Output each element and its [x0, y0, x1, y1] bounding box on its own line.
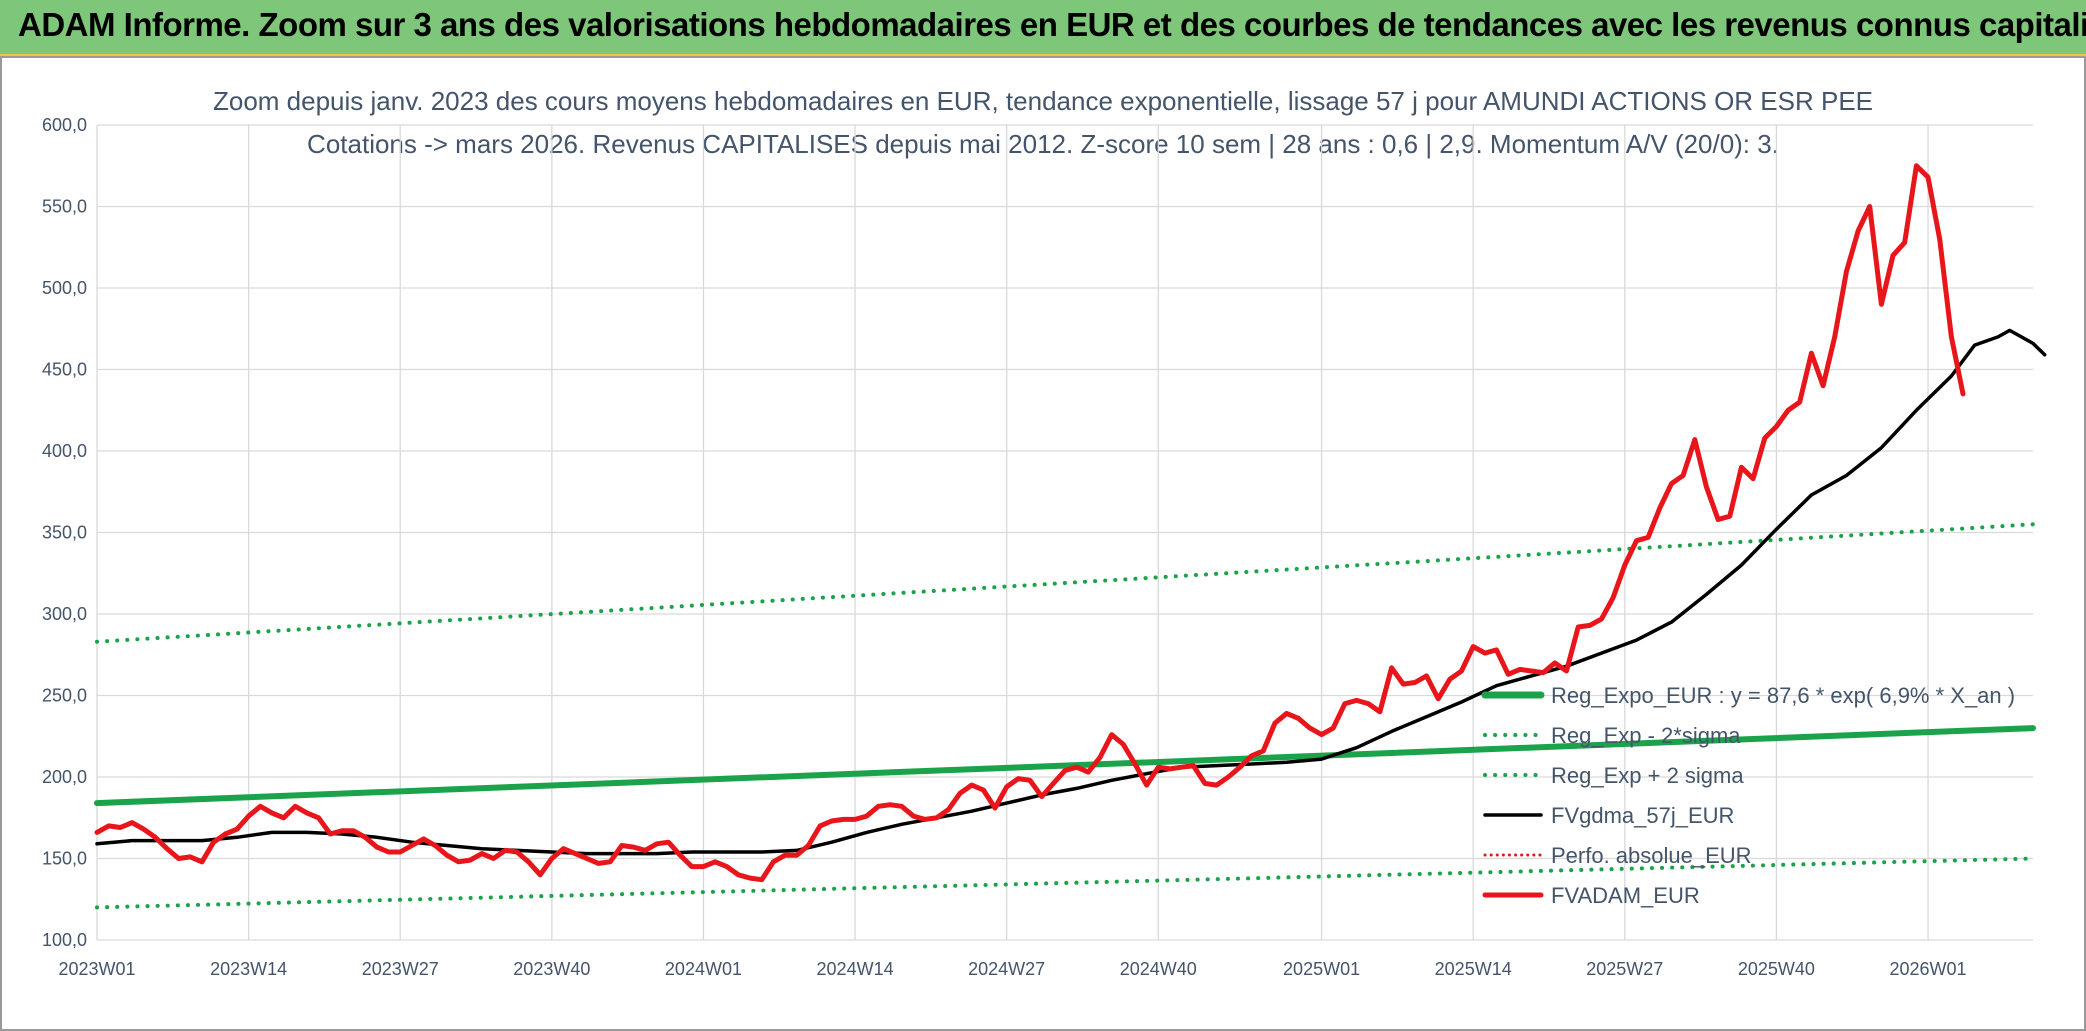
legend-label: Reg_Exp - 2*sigma: [1551, 723, 1741, 748]
y-tick-label: 400,0: [42, 441, 87, 461]
x-axis: 2023W01 2023W14 2023W27 2023W40 2024W01 2024W…: [58, 959, 1966, 979]
y-tick-label: 250,0: [42, 686, 87, 706]
y-tick-label: 500,0: [42, 278, 87, 298]
y-tick-label: 150,0: [42, 849, 87, 869]
x-tick-label: 2023W01: [58, 959, 135, 979]
x-tick-label: 2026W01: [1890, 959, 1967, 979]
y-axis: 100,0 150,0 200,0 250,0 300,0 350,0 400,0 450,0…: [42, 115, 87, 950]
legend-label: Perfo. absolue_EUR: [1551, 843, 1752, 868]
chart-title: Zoom depuis janv. 2023 des cours moyens …: [213, 86, 1873, 116]
x-tick-label: 2023W14: [210, 959, 287, 979]
y-tick-label: 300,0: [42, 604, 87, 624]
x-tick-label: 2025W40: [1738, 959, 1815, 979]
chart-frame: [0, 56, 2086, 1031]
y-tick-label: 550,0: [42, 197, 87, 217]
legend-label: FVADAM_EUR: [1551, 883, 1700, 908]
x-tick-label: 2025W01: [1283, 959, 1360, 979]
y-tick-label: 100,0: [42, 930, 87, 950]
y-tick-label: 600,0: [42, 115, 87, 135]
report-title: ADAM Informe. Zoom sur 3 ans des valoris…: [18, 6, 2086, 43]
series-line-5: [94, 163, 1966, 883]
chart-subtitle: Cotations -> mars 2026. Revenus CAPITALI…: [307, 129, 1779, 159]
y-tick-label: 450,0: [42, 360, 87, 380]
x-tick-label: 2025W14: [1435, 959, 1512, 979]
report-banner: ADAM Informe. Zoom sur 3 ans des valoris…: [0, 0, 2086, 56]
x-tick-label: 2024W27: [968, 959, 1045, 979]
series-line-3: [95, 328, 2047, 856]
series-lines: [94, 163, 2047, 910]
x-tick-label: 2025W27: [1586, 959, 1663, 979]
y-tick-label: 350,0: [42, 523, 87, 543]
legend: Reg_Expo_EUR : y = 87,6 * exp( 6,9% * X_…: [1481, 683, 2015, 908]
grid-lines: [96, 124, 2033, 941]
legend-label: Reg_Exp + 2 sigma: [1551, 763, 1744, 788]
legend-label: Reg_Expo_EUR : y = 87,6 * exp( 6,9% * X_…: [1551, 683, 2015, 708]
x-tick-label: 2024W40: [1120, 959, 1197, 979]
series-line-2: [95, 522, 2035, 644]
x-tick-label: 2024W14: [817, 959, 894, 979]
series-line-0: [94, 725, 2036, 807]
x-tick-label: 2023W27: [362, 959, 439, 979]
legend-label: FVgdma_57j_EUR: [1551, 803, 1734, 828]
x-tick-label: 2024W01: [665, 959, 742, 979]
x-tick-label: 2023W40: [513, 959, 590, 979]
y-tick-label: 200,0: [42, 767, 87, 787]
series-line-1: [95, 856, 2035, 910]
